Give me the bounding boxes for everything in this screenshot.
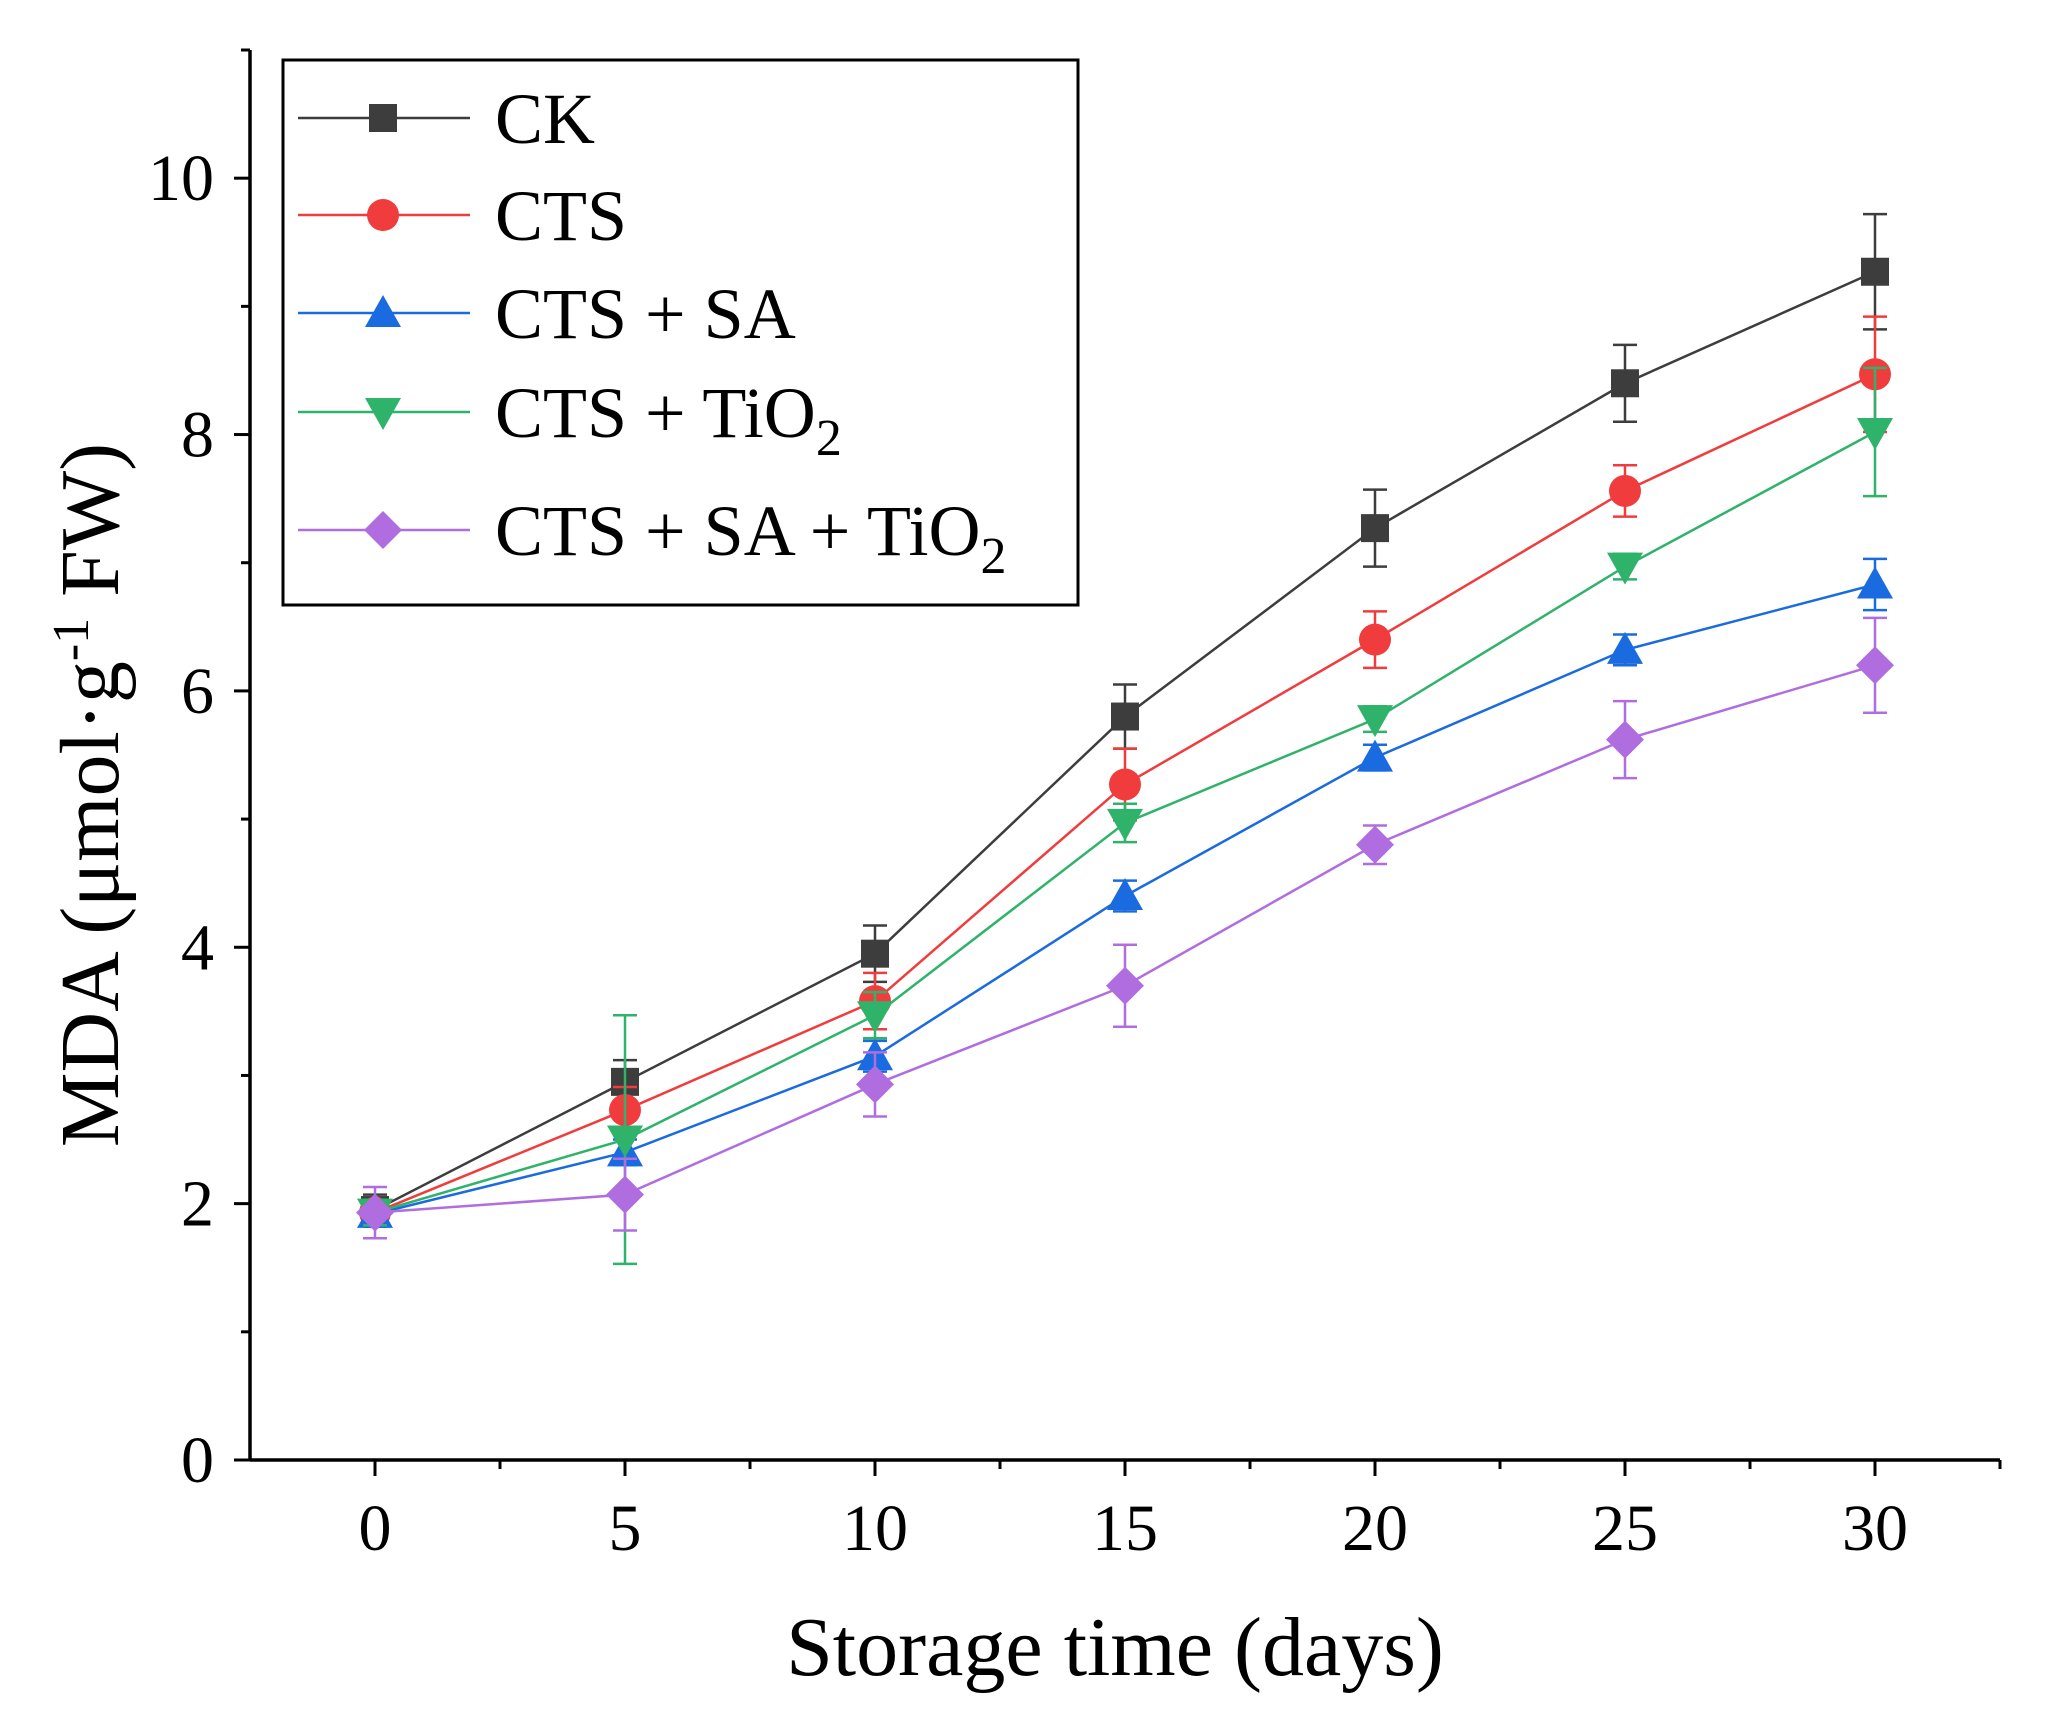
y-tick-label: 10 [148, 142, 214, 215]
data-point [1607, 552, 1643, 585]
data-point [1857, 417, 1893, 450]
legend-marker [365, 295, 401, 327]
legend-label: CTS + SA [495, 274, 796, 354]
legend-marker [364, 511, 402, 549]
x-tick-label: 30 [1842, 1492, 1908, 1565]
legend-label-main: CTS + TiO [495, 373, 816, 453]
legend-label-main: CTS + SA [495, 274, 796, 354]
data-point [1107, 808, 1143, 841]
legend-label: CTS + TiO2 [495, 373, 842, 467]
x-tick-label: 10 [842, 1492, 908, 1565]
data-point [1857, 566, 1893, 599]
data-point [1609, 474, 1641, 507]
x-tick-label: 15 [1092, 1492, 1158, 1565]
legend-item: CTS + TiO2 [298, 373, 842, 467]
legend-item: CTS [298, 176, 627, 256]
legend-item: CK [298, 79, 595, 159]
data-point [1607, 631, 1643, 664]
legend-marker [367, 199, 399, 231]
data-point [1359, 623, 1391, 656]
data-point [1106, 966, 1144, 1005]
y-tick-label: 0 [181, 1424, 214, 1497]
legend-label-main: CTS [495, 176, 627, 256]
data-point [1606, 720, 1644, 759]
series-cts-sa [357, 557, 1893, 1228]
legend-marker [365, 398, 401, 430]
data-point [861, 939, 889, 968]
y-tick-label: 4 [181, 911, 214, 984]
y-tick-label: 2 [181, 1168, 214, 1241]
x-tick-label: 20 [1342, 1492, 1408, 1565]
y-axis-title: MDA (μmol·g-1 FW) [43, 443, 137, 1147]
series-group [356, 212, 1894, 1266]
y-tick-label: 6 [181, 655, 214, 728]
legend-label: CTS [495, 176, 627, 256]
data-point [607, 1125, 643, 1158]
data-point [1357, 705, 1393, 738]
axes: 0 5 10 15 20 25 30 0 2 4 6 8 10 Storage time (days) MD… [43, 48, 2002, 1694]
series-cts-tio2 [357, 366, 1893, 1266]
series-cts-sa-tio2 [356, 616, 1894, 1240]
x-tick-label: 25 [1592, 1492, 1658, 1565]
legend-label-subscript: 2 [816, 410, 842, 467]
x-axis-title: Storage time (days) [786, 1601, 1444, 1694]
y-axis-title-superscript: -1 [43, 618, 100, 661]
data-point [1356, 825, 1394, 864]
legend-label: CTS + SA + TiO2 [495, 491, 1006, 585]
data-point [356, 1193, 394, 1232]
data-point [1357, 739, 1393, 772]
data-point [606, 1175, 644, 1214]
legend-label-main: CTS + SA + TiO [495, 491, 980, 571]
y-tick-label: 8 [181, 399, 214, 472]
legend-label-subscript: 2 [980, 528, 1006, 585]
data-point [857, 1001, 893, 1034]
data-point [856, 1065, 894, 1104]
y-axis-title-prefix: MDA (μmol·g [44, 661, 137, 1147]
legend-item: CTS + SA + TiO2 [298, 491, 1006, 585]
data-point [1856, 646, 1894, 685]
data-point [1107, 878, 1143, 910]
data-point [1861, 257, 1889, 286]
x-tick-label: 0 [359, 1492, 392, 1565]
y-axis-title-suffix: FW) [44, 443, 137, 618]
legend-label: CK [495, 79, 595, 159]
x-tick-label: 5 [609, 1492, 642, 1565]
data-point [1111, 702, 1139, 731]
data-point [1361, 514, 1389, 543]
legend-marker [369, 104, 397, 132]
legend-box [281, 58, 1080, 607]
data-point [1611, 369, 1639, 398]
legend-label-main: CK [495, 79, 595, 159]
data-point [1109, 768, 1141, 801]
legend-item: CTS + SA [298, 274, 796, 354]
